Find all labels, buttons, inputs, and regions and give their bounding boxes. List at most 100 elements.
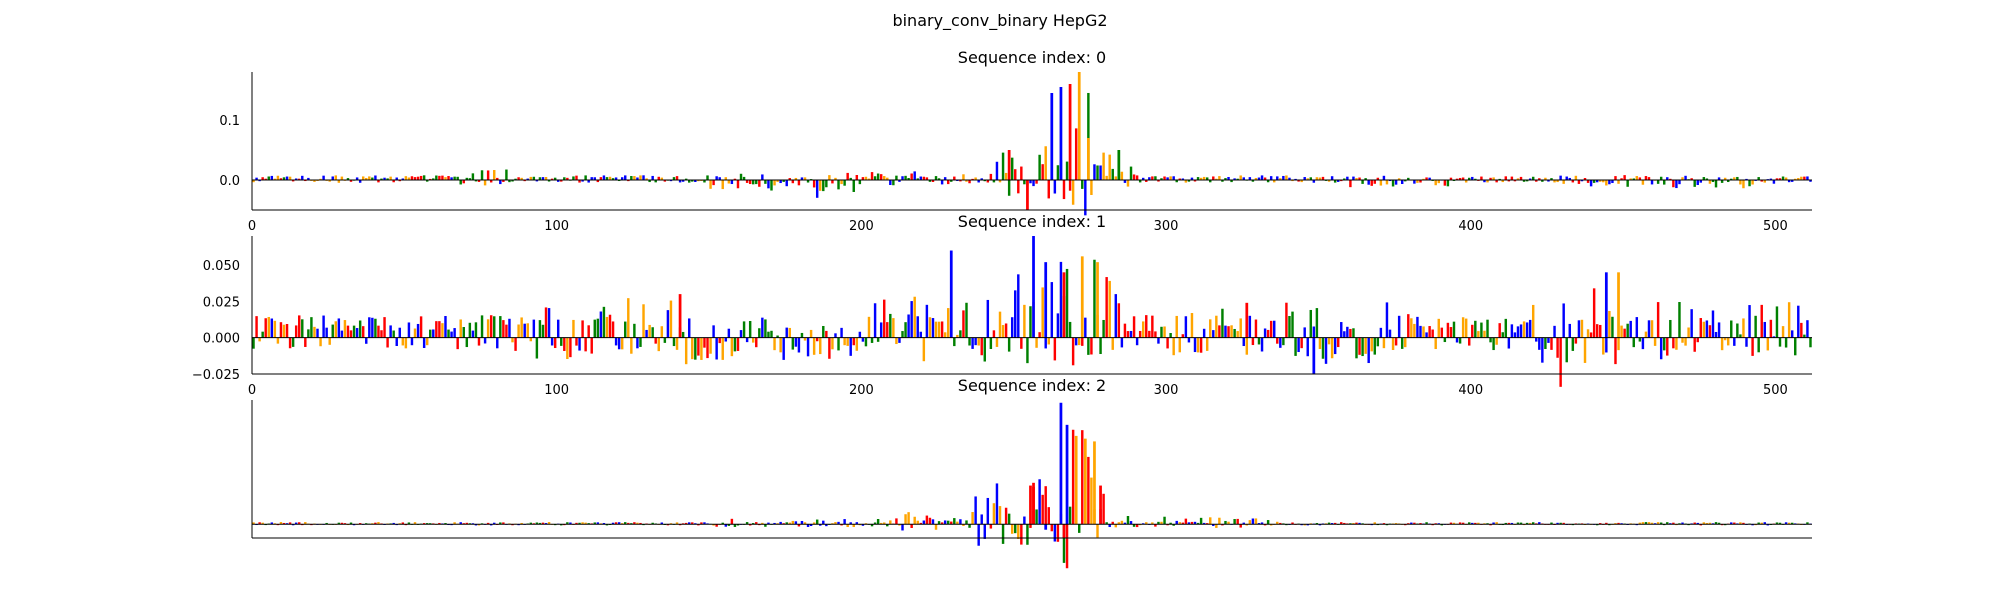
logo-bar [959, 330, 962, 338]
logo-bar [852, 180, 855, 192]
logo-bar [465, 522, 469, 525]
logo-bar [776, 180, 779, 182]
logo-bar [660, 522, 664, 525]
logo-bar [767, 331, 770, 338]
logo-bar [1714, 522, 1718, 525]
logo-bar [425, 337, 429, 346]
logo-bar [1327, 337, 1331, 345]
logo-bar [733, 524, 737, 527]
logo-bar [1775, 306, 1779, 338]
logo-bar [840, 180, 843, 185]
logo-bar [1285, 175, 1288, 180]
logo-bar [1553, 180, 1556, 183]
logo-bar [764, 319, 767, 338]
logo-bar [502, 180, 505, 182]
logo-bar [438, 321, 441, 338]
logo-bar [1547, 180, 1550, 182]
logo-bar [1602, 337, 1605, 355]
x-tick-label: 500 [1763, 383, 1788, 398]
logo-bar [1513, 180, 1517, 182]
logo-bar [1312, 180, 1316, 183]
logo-bar [1099, 165, 1102, 180]
x-tick-label: 0 [248, 383, 256, 398]
logo-bar [1446, 322, 1450, 338]
logo-bar [1544, 337, 1547, 350]
logo-bar [834, 333, 837, 338]
logo-bar [758, 328, 761, 338]
logo-bar [1790, 180, 1794, 182]
logo-bar [1282, 175, 1285, 180]
logo-bar [1394, 180, 1398, 185]
logo-bar [502, 522, 505, 525]
logo-bar [313, 326, 316, 338]
logo-bar [925, 304, 929, 338]
logo-bar [1242, 337, 1245, 347]
logo-peak [1312, 337, 1316, 374]
logo-bar [349, 180, 353, 182]
logo-bar [1702, 321, 1706, 338]
logo-bar [1452, 522, 1456, 525]
logo-bar [837, 337, 840, 351]
logo-bar [1794, 178, 1797, 180]
logo-bar [1605, 522, 1608, 525]
logo-bar [678, 180, 682, 183]
logo-bar [998, 311, 1002, 338]
logo-bar [368, 176, 371, 180]
logo-bar [1257, 523, 1261, 525]
logo-bar [1236, 331, 1239, 338]
x-tick-label: 400 [1458, 219, 1483, 234]
logo-bar [782, 337, 785, 360]
logo-bar [639, 522, 642, 525]
logo-bar [1132, 524, 1136, 527]
logo-bar [474, 322, 478, 338]
logo-bar [459, 180, 462, 185]
logo-bar [1135, 175, 1139, 180]
logo-bar [892, 318, 895, 338]
logo-bar [910, 301, 913, 338]
logo-bar [563, 337, 566, 351]
logo-bar [645, 178, 648, 180]
logo-bar [840, 524, 843, 526]
logo-bar [1501, 180, 1504, 183]
logo-bar [1504, 318, 1508, 338]
logo-bar [1251, 180, 1255, 182]
logo-bar [1531, 522, 1535, 525]
logo-bar [493, 170, 496, 180]
logo-bar [1321, 176, 1325, 180]
logo-bar [691, 180, 694, 182]
logo-bar [590, 337, 593, 354]
logo-bar [657, 337, 660, 352]
logo-bar [883, 522, 886, 525]
logo-bar [627, 298, 630, 338]
logo-bar [901, 331, 904, 338]
logo-bar [1303, 524, 1306, 526]
logo-bar [1565, 176, 1568, 180]
logo-bar [337, 522, 341, 525]
logo-bar [922, 520, 926, 525]
logo-bar [697, 180, 700, 182]
logo-peak [1604, 272, 1608, 338]
logo-bar [1148, 330, 1151, 338]
logo-bar [1364, 337, 1367, 354]
logo-bar [657, 176, 660, 180]
logo-bar [1775, 522, 1779, 525]
logo-bar [361, 326, 365, 338]
logo-bar [1632, 178, 1635, 180]
logo-bar [1062, 180, 1066, 200]
logo-bar [870, 337, 874, 343]
logo-bar [855, 522, 859, 525]
logo-bar [1410, 318, 1413, 338]
logo-bar [462, 327, 465, 338]
logo-bar [709, 337, 712, 354]
logo-bar [1644, 522, 1648, 525]
logo-bar [1087, 456, 1090, 525]
logo-bar [971, 337, 974, 349]
logo-bar [474, 180, 478, 182]
logo-bar [1608, 180, 1611, 185]
logo-bar [1108, 280, 1111, 338]
logo-bar [419, 316, 423, 338]
logo-bar [636, 337, 639, 349]
logo-bar [355, 177, 359, 180]
logo-bar [1733, 177, 1736, 180]
logo-bar [751, 523, 755, 525]
